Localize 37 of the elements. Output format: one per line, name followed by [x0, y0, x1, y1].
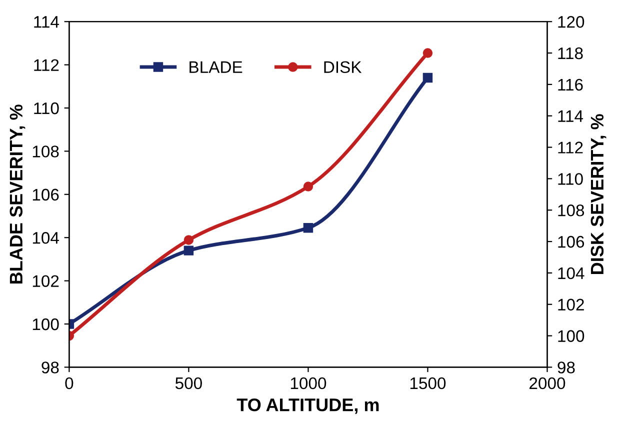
y-tick-label: 98: [42, 362, 59, 374]
legend-label: DISK: [324, 61, 362, 74]
y-tick-label: 112: [34, 59, 59, 71]
y2-axis-title: DISK SEVERITY, %: [590, 114, 606, 274]
y2-tick-label: 104: [558, 267, 584, 280]
y-tick-label: 114: [34, 16, 59, 28]
y-tick-label: 100: [32, 318, 59, 330]
y2-tick-label: 114: [558, 110, 584, 122]
y-tick-label: 104: [32, 232, 59, 244]
x-tick-label: 2000: [530, 377, 566, 390]
x-axis-title: TO ALTITUDE, m: [236, 398, 379, 414]
y-tick-label: 106: [32, 188, 59, 201]
y2-tick-label: 110: [558, 173, 583, 185]
x-tick-label: 1000: [290, 377, 326, 390]
point: [422, 48, 433, 58]
y2-tick-label: 98: [558, 362, 575, 374]
point: [184, 235, 194, 245]
y-tick-label: 108: [32, 146, 59, 158]
y-axis-title: BLADE SEVERITY, %: [10, 104, 26, 284]
y2-tick-label: 106: [558, 236, 584, 248]
y2-tick-label: 100: [558, 330, 584, 342]
point: [422, 72, 433, 83]
y2-tick-label: 118: [558, 47, 583, 60]
y2-tick-label: 120: [558, 16, 584, 28]
legend-label: BLADE: [190, 61, 242, 73]
point: [303, 223, 314, 233]
y-tick-label: 102: [32, 275, 59, 288]
point: [184, 246, 194, 256]
y2-tick-label: 102: [558, 298, 584, 311]
y2-tick-label: 108: [558, 204, 584, 216]
y2-tick-label: 116: [558, 78, 583, 91]
point: [303, 182, 314, 192]
y-tick-label: 110: [34, 102, 59, 114]
y2-tick-label: 112: [558, 142, 583, 154]
x-tick-label: 500: [175, 377, 202, 390]
x-tick-label: 1500: [410, 377, 446, 390]
x-tick-label: 0: [65, 377, 74, 390]
